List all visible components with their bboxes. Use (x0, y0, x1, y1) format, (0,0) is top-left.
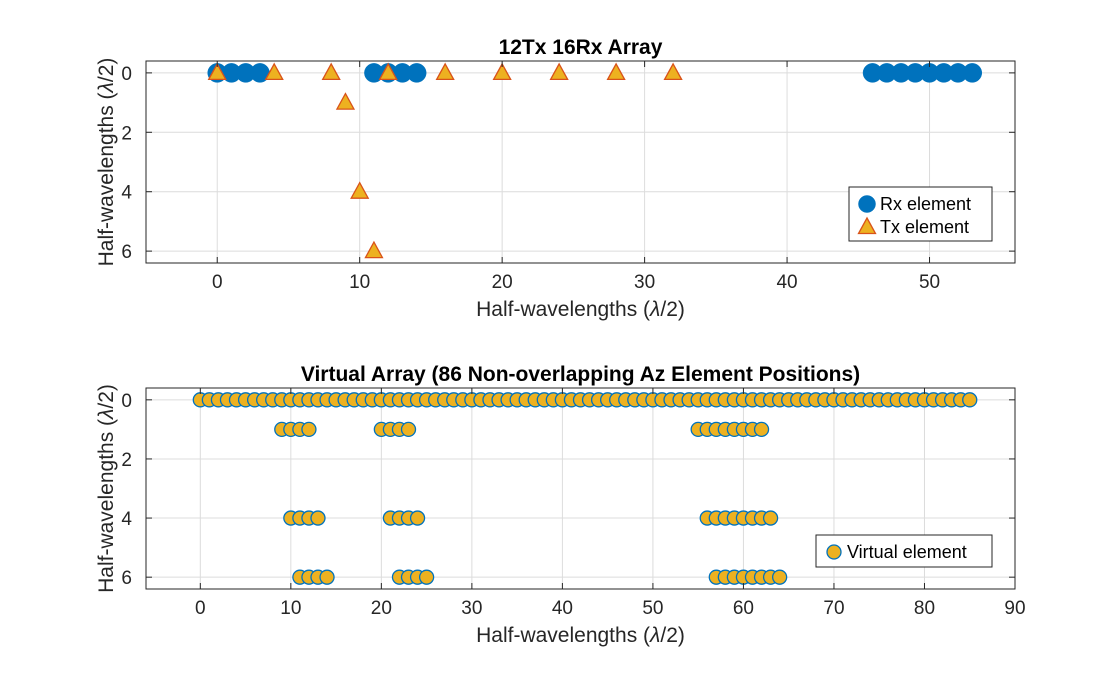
x-tick-label: 30 (461, 598, 482, 619)
y-tick-label: 6 (121, 242, 132, 263)
point-tx-element (606, 62, 626, 81)
x-tick-label: 70 (823, 598, 844, 619)
y-tick-label: 4 (121, 183, 132, 204)
axes-frame (145, 387, 1016, 590)
point-tx-element (663, 62, 683, 81)
x-tick-label: 10 (280, 598, 301, 619)
point-tx-element (435, 62, 455, 81)
point-virtual-element (409, 510, 426, 526)
y-tick-label: 2 (121, 450, 132, 471)
axes-frame (145, 60, 1016, 264)
point-virtual-element (962, 392, 978, 408)
point-virtual-element (753, 421, 770, 438)
x-tick-label: 30 (634, 272, 655, 293)
x-tick-label: 40 (552, 598, 573, 619)
x-tick-label: 40 (776, 272, 797, 293)
y-axis-label: Half-wavelengths (λ/2) (95, 384, 118, 593)
y-tick-label: 0 (121, 391, 132, 412)
x-tick-label: 60 (733, 598, 754, 619)
data-marks (207, 62, 983, 259)
series-tx-element (207, 62, 683, 259)
x-tick-label: 10 (349, 272, 370, 293)
legend-label-virtual-element: Virtual element (847, 542, 967, 562)
point-tx-element (492, 62, 512, 81)
point-virtual-element (301, 421, 317, 438)
legend-marker-tx-element (857, 216, 877, 235)
x-tick-label: 50 (919, 272, 940, 293)
series-virtual-element (192, 392, 978, 585)
chart-title: 12Tx 16Rx Array (499, 36, 663, 59)
x-tick-label: 20 (492, 272, 513, 293)
point-rx-element (406, 63, 427, 83)
x-tick-label: 0 (212, 272, 223, 293)
chart-1: 0 10 20 30 40 50 0 2 4 6 12Tx 16Rx Array Half-wavel… (95, 36, 1016, 321)
y-tick-label: 6 (121, 568, 132, 589)
chart-2: 0 10 20 30 40 50 60 70 80 90 0 2 4 6 Virtual Array (86… (95, 363, 1026, 647)
legend: Virtual element (815, 534, 993, 568)
point-virtual-element (400, 421, 417, 438)
point-tx-element (207, 62, 227, 81)
point-tx-element (321, 62, 341, 81)
point-virtual-element (762, 510, 779, 526)
point-tx-element (549, 62, 569, 81)
y-tick-label: 0 (121, 64, 132, 85)
point-rx-element (962, 63, 983, 83)
point-tx-element (350, 181, 370, 199)
x-tick-label: 80 (914, 598, 935, 619)
y-tick-label: 4 (121, 509, 132, 530)
x-tick-label: 50 (642, 598, 663, 619)
point-virtual-element (418, 569, 435, 585)
point-tx-element (364, 240, 384, 259)
point-virtual-element (771, 569, 788, 585)
legend-marker-rx-element (858, 195, 876, 213)
point-virtual-element (310, 510, 326, 526)
point-virtual-element (319, 569, 335, 585)
legend-label-tx-element: Tx element (880, 217, 969, 237)
data-marks (192, 392, 978, 585)
legend-marker-virtual-element (826, 544, 842, 560)
legend-box (815, 534, 993, 568)
y-axis-label: Half-wavelengths (λ/2) (95, 58, 118, 267)
legend: Rx element Tx element (848, 186, 993, 242)
y-tick-label: 2 (121, 123, 132, 144)
x-tick-label: 0 (195, 598, 206, 619)
point-tx-element (264, 62, 284, 81)
point-tx-element (378, 62, 398, 81)
x-tick-label: 90 (1004, 598, 1025, 619)
legend-label-rx-element: Rx element (880, 194, 971, 214)
x-axis-label: Half-wavelengths (λ/2) (476, 298, 685, 321)
x-tick-label: 20 (371, 598, 392, 619)
x-axis-label: Half-wavelengths (λ/2) (476, 624, 685, 647)
point-tx-element (335, 92, 356, 110)
chart-title: Virtual Array (86 Non-overlapping Az Ele… (301, 363, 860, 386)
